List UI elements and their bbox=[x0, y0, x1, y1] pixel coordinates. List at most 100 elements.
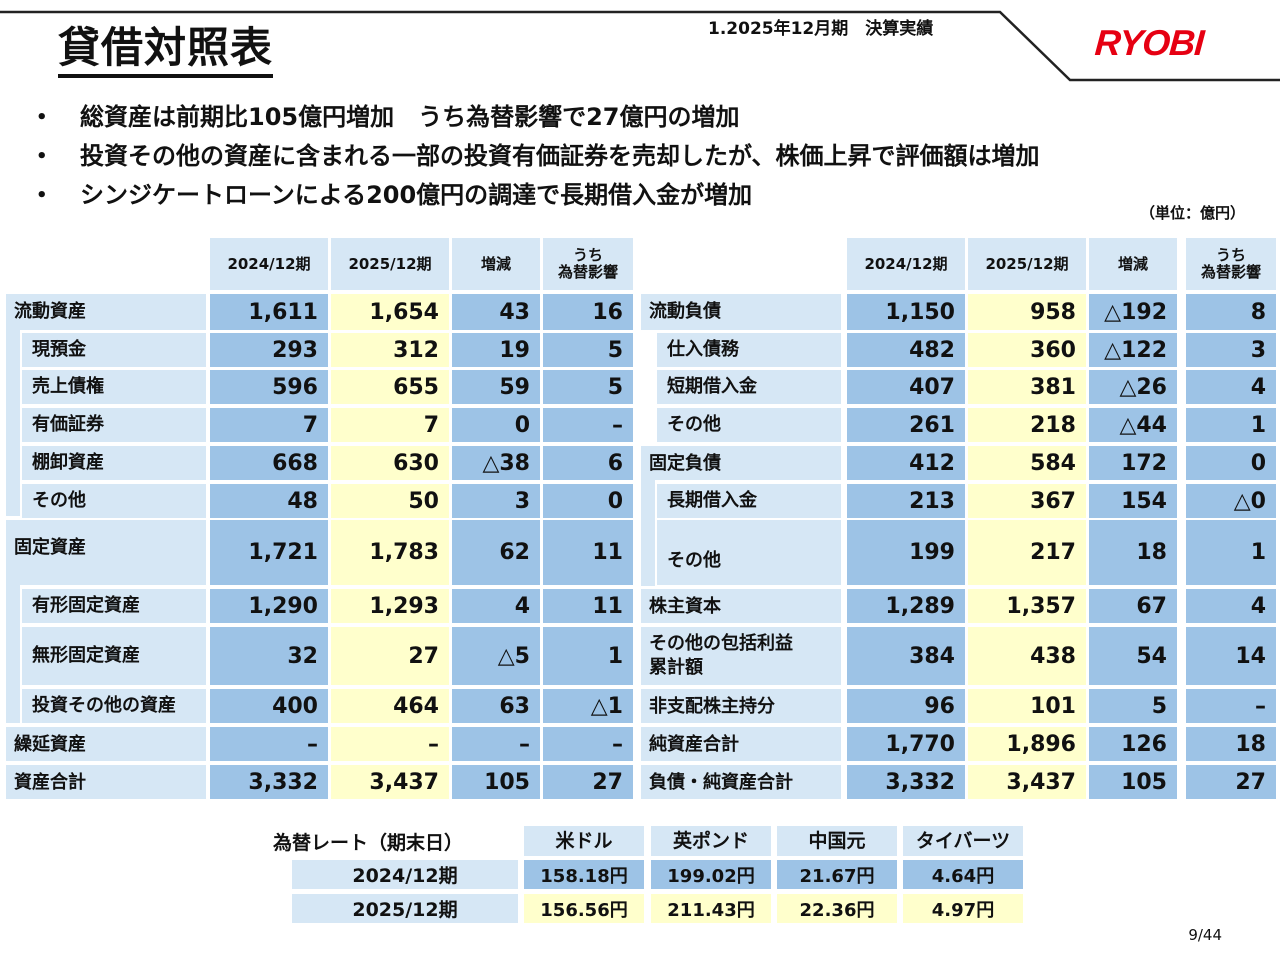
column-header: 2025/12期 bbox=[968, 238, 1086, 290]
value-fx-impact: 16 bbox=[543, 294, 633, 330]
value-2025: 101 bbox=[968, 689, 1086, 723]
value-change: 126 bbox=[1089, 727, 1177, 761]
asset-label: その他 bbox=[22, 484, 206, 518]
liability-label: 純資産合計 bbox=[641, 727, 841, 761]
value-fx-impact: – bbox=[543, 408, 633, 442]
value-2024: 7 bbox=[210, 408, 328, 442]
value-2024: 293 bbox=[210, 333, 328, 367]
value-fx-impact: 1 bbox=[1186, 408, 1276, 442]
value-fx-impact: 1 bbox=[543, 627, 633, 685]
fx-rate-value: 211.43円 bbox=[651, 894, 771, 923]
liability-label: 仕入債務 bbox=[657, 333, 841, 367]
value-change: △26 bbox=[1089, 370, 1177, 404]
value-2025: 1,654 bbox=[331, 294, 449, 330]
page-number: 9/44 bbox=[1188, 926, 1222, 944]
value-change: 154 bbox=[1089, 484, 1177, 518]
value-2025: 1,896 bbox=[968, 727, 1086, 761]
value-2025: 630 bbox=[331, 446, 449, 480]
value-fx-impact: 3 bbox=[1186, 333, 1276, 367]
liability-label: その他 bbox=[657, 408, 841, 442]
value-2025: 464 bbox=[331, 689, 449, 723]
value-change: 63 bbox=[452, 689, 540, 723]
value-fx-impact: 11 bbox=[543, 520, 633, 585]
column-header: うち 為替影響 bbox=[543, 238, 633, 290]
asset-label: 資産合計 bbox=[6, 765, 206, 799]
value-2025: 1,357 bbox=[968, 589, 1086, 623]
column-header: 2024/12期 bbox=[210, 238, 328, 290]
value-2024: 400 bbox=[210, 689, 328, 723]
bullet-list: • 総資産は前期比105億円増加 うち為替影響で27億円の増加 • 投資その他の資産… bbox=[36, 98, 1040, 215]
asset-label: 流動資産 bbox=[6, 294, 206, 330]
page-title: 貸借対照表 bbox=[58, 24, 274, 78]
value-2024: 261 bbox=[847, 408, 965, 442]
asset-label: 投資その他の資産 bbox=[22, 689, 206, 723]
asset-label: 売上債権 bbox=[22, 370, 206, 404]
value-fx-impact: 1 bbox=[1186, 520, 1276, 585]
value-change: △192 bbox=[1089, 294, 1177, 330]
value-2025: 367 bbox=[968, 484, 1086, 518]
value-fx-impact: 4 bbox=[1186, 370, 1276, 404]
fx-currency-header: 米ドル bbox=[524, 826, 644, 856]
value-2024: 96 bbox=[847, 689, 965, 723]
value-2024: 1,611 bbox=[210, 294, 328, 330]
value-fx-impact: 5 bbox=[543, 370, 633, 404]
value-2025: 438 bbox=[968, 627, 1086, 685]
value-fx-impact: 4 bbox=[1186, 589, 1276, 623]
column-header: 増減 bbox=[452, 238, 540, 290]
value-2024: 596 bbox=[210, 370, 328, 404]
fx-currency-header: 英ポンド bbox=[651, 826, 771, 856]
asset-label: 有形固定資産 bbox=[22, 589, 206, 623]
value-change: 5 bbox=[1089, 689, 1177, 723]
value-2024: 1,289 bbox=[847, 589, 965, 623]
column-header: うち 為替影響 bbox=[1186, 238, 1276, 290]
liability-label: 非支配株主持分 bbox=[641, 689, 841, 723]
value-change: 59 bbox=[452, 370, 540, 404]
liability-label: その他の包括利益 累計額 bbox=[641, 627, 841, 685]
liability-label: その他 bbox=[657, 520, 841, 585]
value-fx-impact: 0 bbox=[1186, 446, 1276, 480]
value-change: 19 bbox=[452, 333, 540, 367]
value-2025: – bbox=[331, 727, 449, 761]
value-change: △5 bbox=[452, 627, 540, 685]
value-change: 4 bbox=[452, 589, 540, 623]
value-2025: 27 bbox=[331, 627, 449, 685]
value-change: 172 bbox=[1089, 446, 1177, 480]
fx-rate-value: 22.36円 bbox=[777, 894, 897, 923]
value-fx-impact: 8 bbox=[1186, 294, 1276, 330]
fx-currency-header: 中国元 bbox=[777, 826, 897, 856]
fx-period-label: 2025/12期 bbox=[292, 894, 518, 923]
liability-label: 長期借入金 bbox=[657, 484, 841, 518]
liability-label: 固定負債 bbox=[641, 446, 841, 480]
value-fx-impact: △0 bbox=[1186, 484, 1276, 518]
value-2025: 7 bbox=[331, 408, 449, 442]
asset-label: 繰延資産 bbox=[6, 727, 206, 761]
value-2025: 958 bbox=[968, 294, 1086, 330]
value-change: 43 bbox=[452, 294, 540, 330]
fx-rate-value: 4.64円 bbox=[903, 860, 1023, 889]
value-fx-impact: – bbox=[1186, 689, 1276, 723]
value-2024: – bbox=[210, 727, 328, 761]
value-change: △38 bbox=[452, 446, 540, 480]
value-2024: 1,150 bbox=[847, 294, 965, 330]
value-change: 105 bbox=[452, 765, 540, 799]
value-2024: 384 bbox=[847, 627, 965, 685]
value-change: 54 bbox=[1089, 627, 1177, 685]
column-header: 2025/12期 bbox=[331, 238, 449, 290]
value-fx-impact: 27 bbox=[543, 765, 633, 799]
value-fx-impact: △1 bbox=[543, 689, 633, 723]
asset-label: 有価証券 bbox=[22, 408, 206, 442]
value-change: 62 bbox=[452, 520, 540, 585]
value-change: 3 bbox=[452, 484, 540, 518]
value-2025: 655 bbox=[331, 370, 449, 404]
unit-label: （単位：億円） bbox=[1140, 204, 1246, 222]
value-2025: 3,437 bbox=[968, 765, 1086, 799]
fx-title: 為替レート（期末日） bbox=[248, 826, 488, 856]
value-2025: 381 bbox=[968, 370, 1086, 404]
value-2024: 48 bbox=[210, 484, 328, 518]
value-fx-impact: 14 bbox=[1186, 627, 1276, 685]
value-2025: 50 bbox=[331, 484, 449, 518]
value-2025: 218 bbox=[968, 408, 1086, 442]
value-2024: 1,770 bbox=[847, 727, 965, 761]
liability-label: 株主資本 bbox=[641, 589, 841, 623]
value-2025: 360 bbox=[968, 333, 1086, 367]
